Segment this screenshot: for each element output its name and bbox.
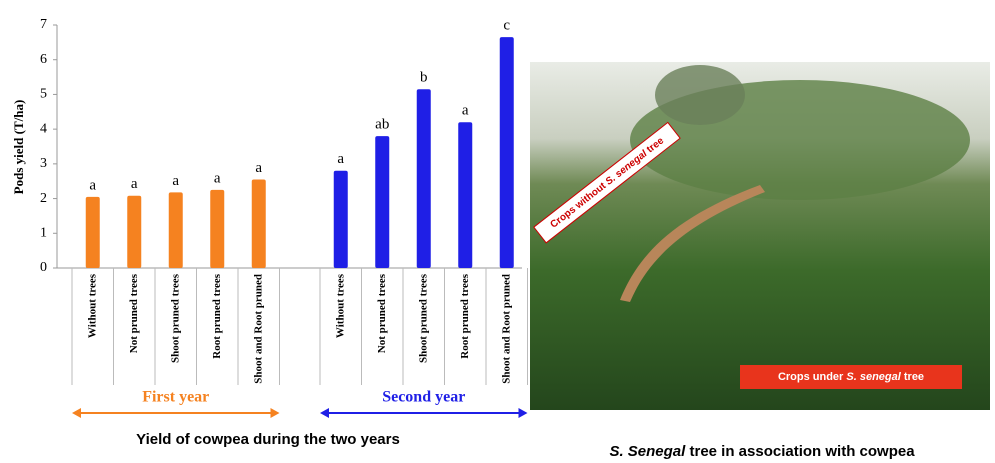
bar — [416, 89, 431, 268]
x-tick-label: Shoot and Root pruned — [500, 274, 512, 384]
significance-letter: c — [503, 18, 510, 34]
y-tick-label: 0 — [40, 260, 47, 275]
significance-letter: a — [462, 103, 469, 119]
significance-letter: a — [172, 173, 179, 189]
x-tick-label: Without trees — [334, 273, 346, 338]
x-tick-label: Shoot pruned trees — [417, 273, 429, 363]
y-tick-label: 5 — [40, 87, 47, 102]
significance-letter: a — [337, 151, 344, 167]
photo-caption: S. Senegal tree in association with cowp… — [609, 443, 915, 460]
chart-caption: Yield of cowpea during the two years — [136, 431, 400, 448]
significance-letter: a — [89, 177, 96, 193]
significance-letter: b — [420, 70, 428, 86]
y-tick-label: 3 — [40, 156, 47, 171]
significance-letter: ab — [375, 117, 389, 133]
y-tick-label: 1 — [40, 226, 47, 241]
significance-letter: a — [131, 176, 138, 192]
y-axis-label: Pods yield (T/ha) — [11, 100, 26, 195]
y-tick-label: 2 — [40, 191, 47, 206]
group-label: Second year — [382, 389, 465, 406]
x-tick-label: Without trees — [86, 273, 98, 338]
text-part: S. Senegal — [609, 443, 686, 460]
label-under: Crops under S. senegal tree — [778, 371, 924, 383]
bar — [210, 189, 225, 268]
bar — [375, 136, 390, 268]
bar — [127, 195, 142, 268]
y-tick-label: 4 — [40, 121, 47, 136]
x-tick-label: Shoot and Root pruned — [252, 274, 264, 384]
significance-letter: a — [214, 170, 221, 186]
bar — [85, 196, 100, 268]
x-tick-label: Not pruned trees — [376, 273, 388, 353]
bar — [458, 122, 473, 268]
bar — [168, 192, 183, 268]
y-tick-label: 7 — [40, 17, 47, 32]
x-tick-label: Shoot pruned trees — [169, 273, 181, 363]
x-tick-label: Root pruned trees — [459, 273, 471, 358]
label-box — [740, 365, 962, 389]
x-tick-label: Not pruned trees — [128, 273, 140, 353]
label-box — [533, 121, 681, 244]
tree-canopy — [655, 65, 745, 125]
text-part: tree in association with cowpea — [685, 443, 915, 460]
significance-letter: a — [255, 160, 262, 176]
text-part: S. senegal — [846, 371, 901, 383]
group-label: First year — [142, 389, 209, 406]
text-part: Crops under — [778, 371, 846, 383]
bar — [251, 179, 266, 268]
bar — [499, 37, 514, 269]
tree-trunk — [620, 185, 765, 302]
bar — [333, 170, 348, 268]
text-part: tree — [901, 371, 924, 383]
x-tick-label: Root pruned trees — [211, 273, 223, 358]
photo: Crops without S. senegal tree Crops unde… — [530, 62, 990, 460]
y-tick-label: 6 — [40, 52, 47, 67]
